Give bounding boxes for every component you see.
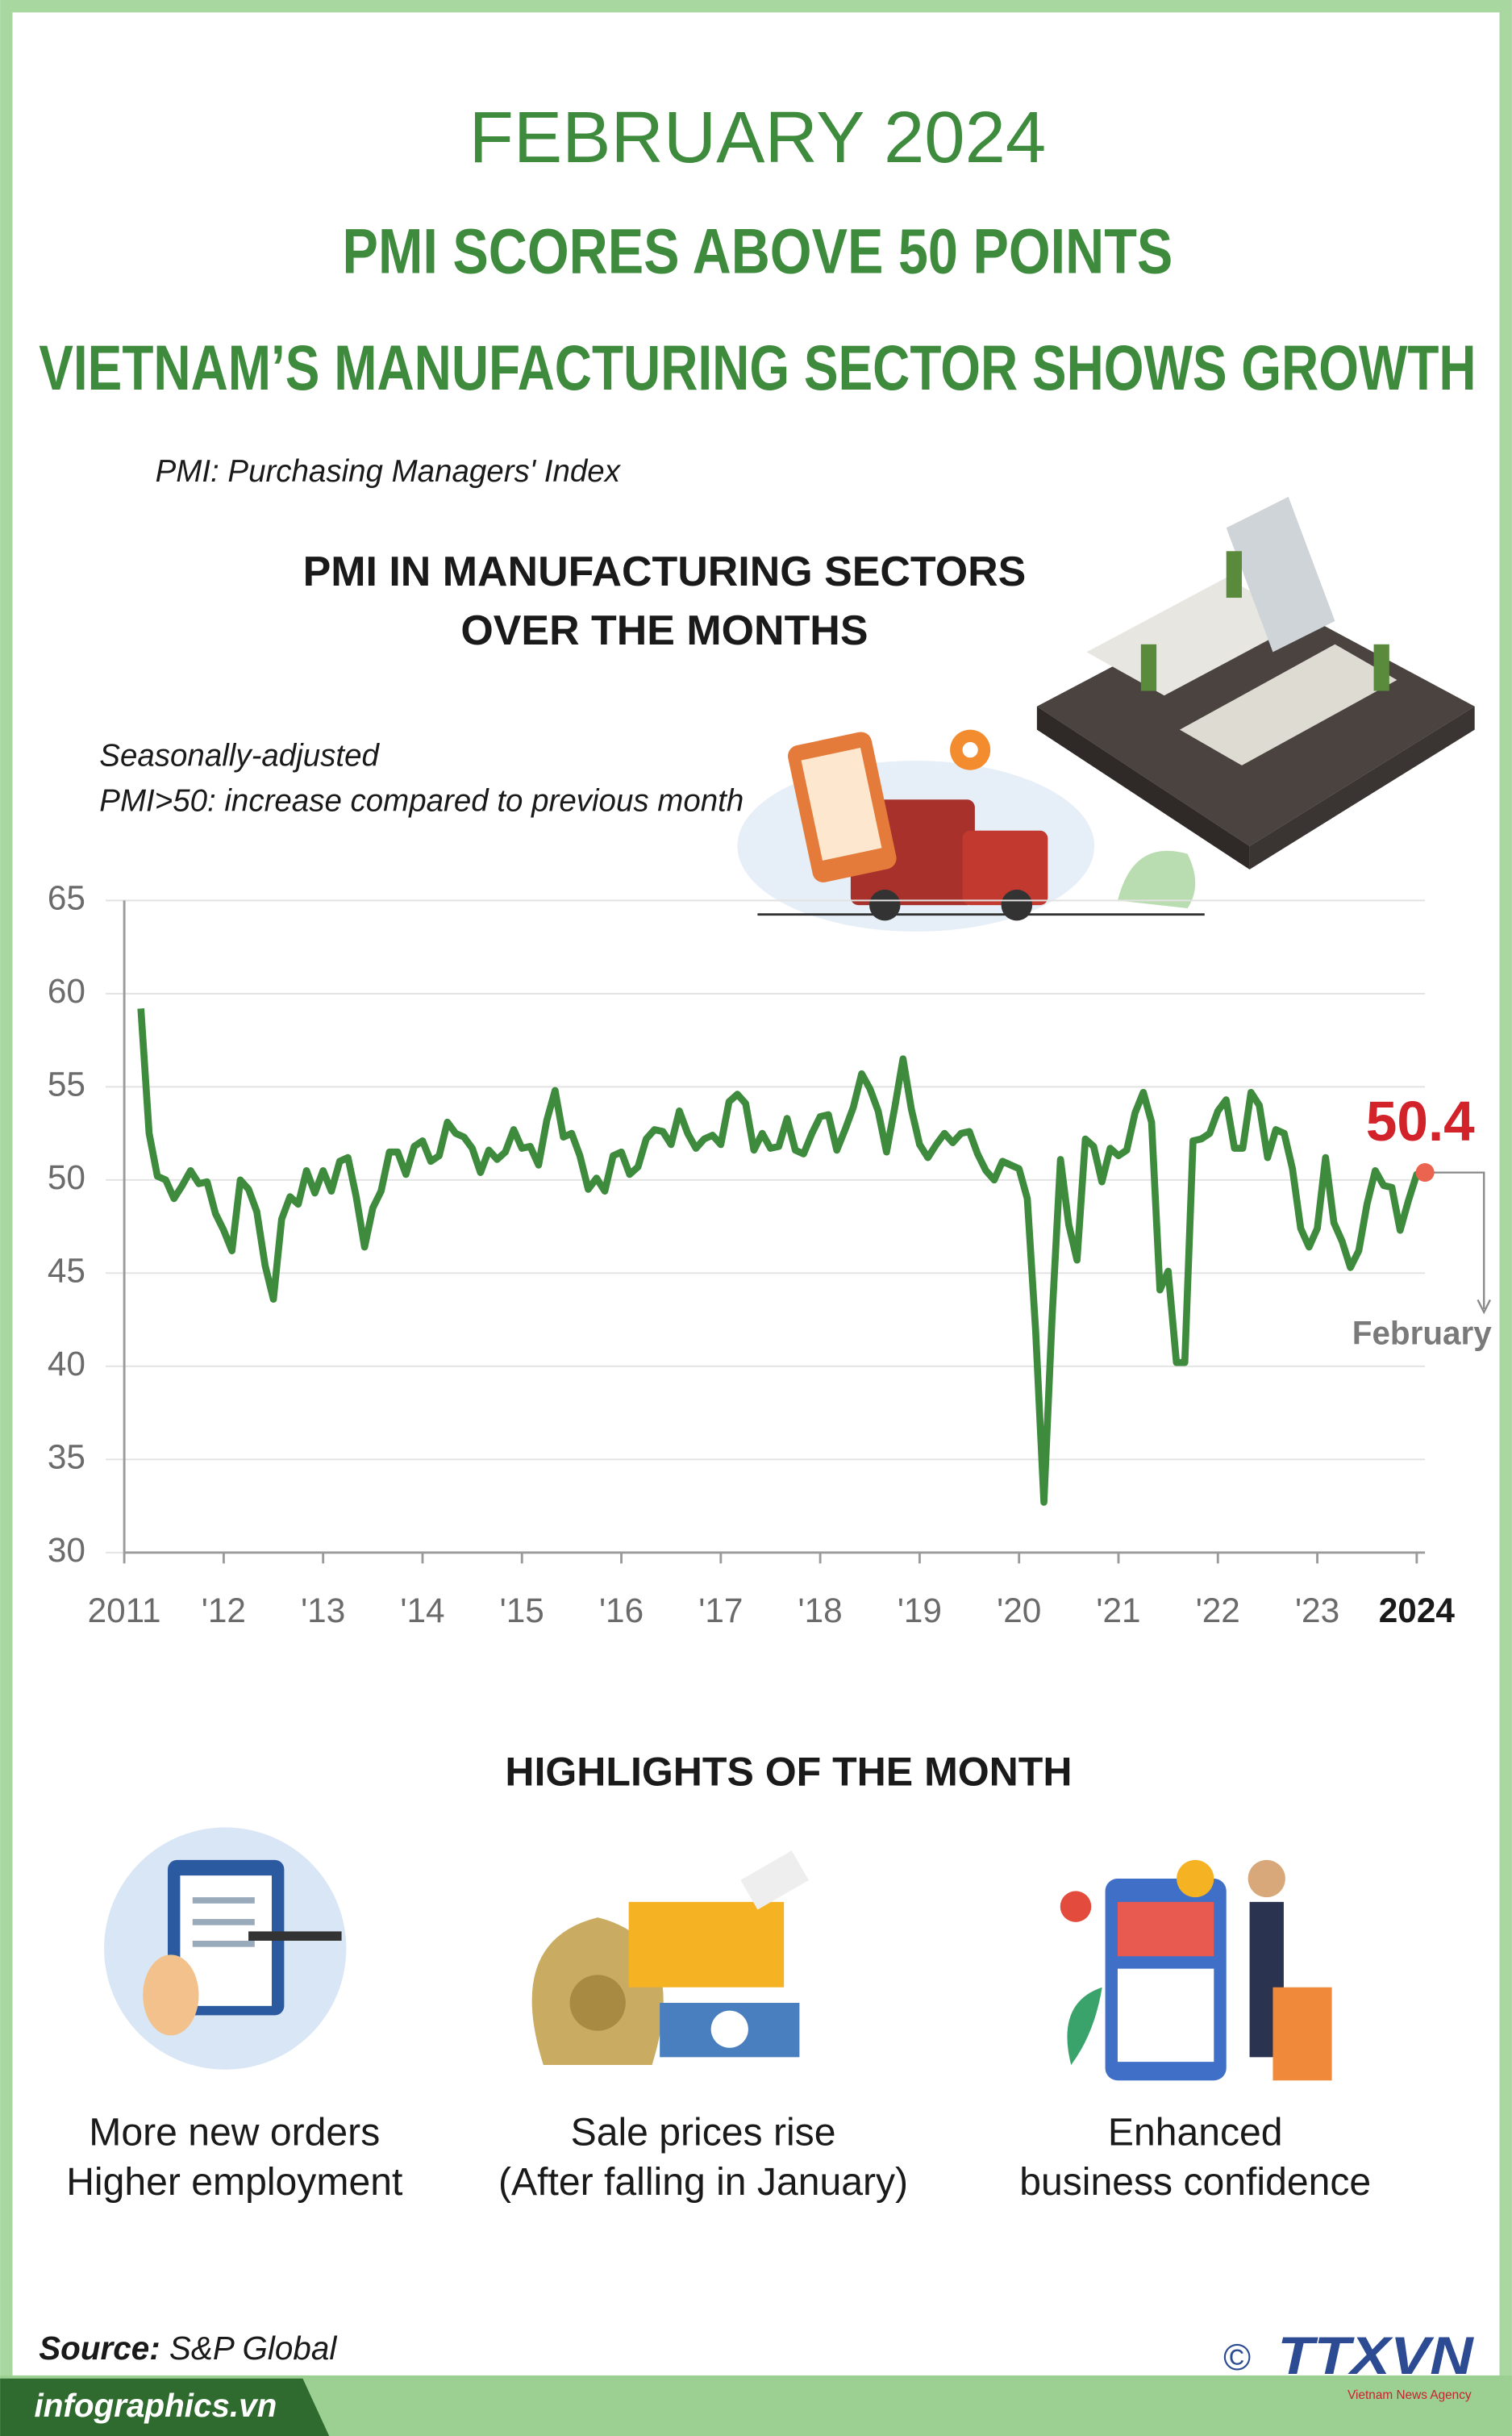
x-tick-label: '17 [698,1591,743,1629]
highlight-text: (After falling in January) [498,2160,908,2204]
chart-note: PMI>50: increase compared to previous mo… [99,783,744,818]
orders-illustration [104,1827,347,2070]
x-tick-label: 2011 [88,1591,161,1629]
annotation: February [1352,1314,1492,1351]
subheadline: VIETNAM’S MANUFACTURING SECTOR SHOWS GRO… [39,332,1476,403]
chart: 30 35 40 45 50 55 60 65 2011 '12 '13 '14 '15 '16 '17 '1… [48,879,1492,1629]
source-label: Source: [39,2330,160,2367]
highlight-text: business confidence [1019,2160,1371,2204]
latest-point [1415,1163,1435,1183]
website: infographics.vn [34,2387,277,2424]
logo: TTXVN [1277,2326,1474,2385]
chart-note: Seasonally-adjusted [99,738,380,773]
x-tick-label: '13 [301,1591,345,1629]
y-tick-label: 65 [48,879,85,917]
chart-title: OVER THE MONTHS [460,607,868,654]
x-tick-label: '16 [599,1591,644,1629]
y-tick-label: 35 [48,1437,85,1475]
y-tick-label: 50 [48,1158,85,1196]
highlight-text: Enhanced [1108,2110,1283,2154]
definition: PMI: Purchasing Managers' Index [156,454,622,489]
latest-value-label: 50.4 [1366,1090,1475,1153]
pmi-line [137,1008,1427,1506]
highlights-title: HIGHLIGHTS OF THE MONTH [505,1749,1072,1794]
y-tick-label: 30 [48,1531,85,1569]
x-tick-label: '22 [1196,1591,1240,1629]
highlight-text: Sale prices rise [571,2110,836,2154]
factory-illustration [1036,496,1475,870]
x-tick-label: '14 [400,1591,444,1629]
source-name: S&P Global [169,2330,337,2367]
highlight-text: More new orders [89,2110,380,2154]
headline: PMI SCORES ABOVE 50 POINTS [343,215,1173,286]
y-tick-label: 60 [48,972,85,1010]
website-tab [0,2378,330,2436]
x-tick-label: '23 [1295,1591,1339,1629]
confidence-illustration [1060,1859,1332,2081]
x-tick-label: '19 [898,1591,942,1629]
copyright: © [1223,2336,1251,2378]
x-tick-label: '20 [997,1591,1041,1629]
x-tick-label: 2024 [1379,1591,1456,1629]
y-tick-label: 45 [48,1252,85,1290]
source: Source: S&P Global [39,2330,337,2367]
date-title: FEBRUARY 2024 [469,97,1047,178]
y-tick-label: 40 [48,1345,85,1383]
annotation-leader [1425,1171,1485,1309]
y-tick-label: 55 [48,1066,85,1103]
x-tick-label: '21 [1096,1591,1140,1629]
agency: Vietnam News Agency [1347,2388,1472,2402]
x-tick-label: '12 [202,1591,246,1629]
annotation-arrow [1477,1299,1491,1315]
prices-illustration [531,1850,809,2065]
delivery-illustration [737,729,1205,932]
chart-title: PMI IN MANUFACTURING SECTORS [303,549,1027,595]
x-tick-label: '15 [500,1591,544,1629]
highlight-text: Higher employment [66,2160,403,2204]
x-tick-label: '18 [798,1591,843,1629]
